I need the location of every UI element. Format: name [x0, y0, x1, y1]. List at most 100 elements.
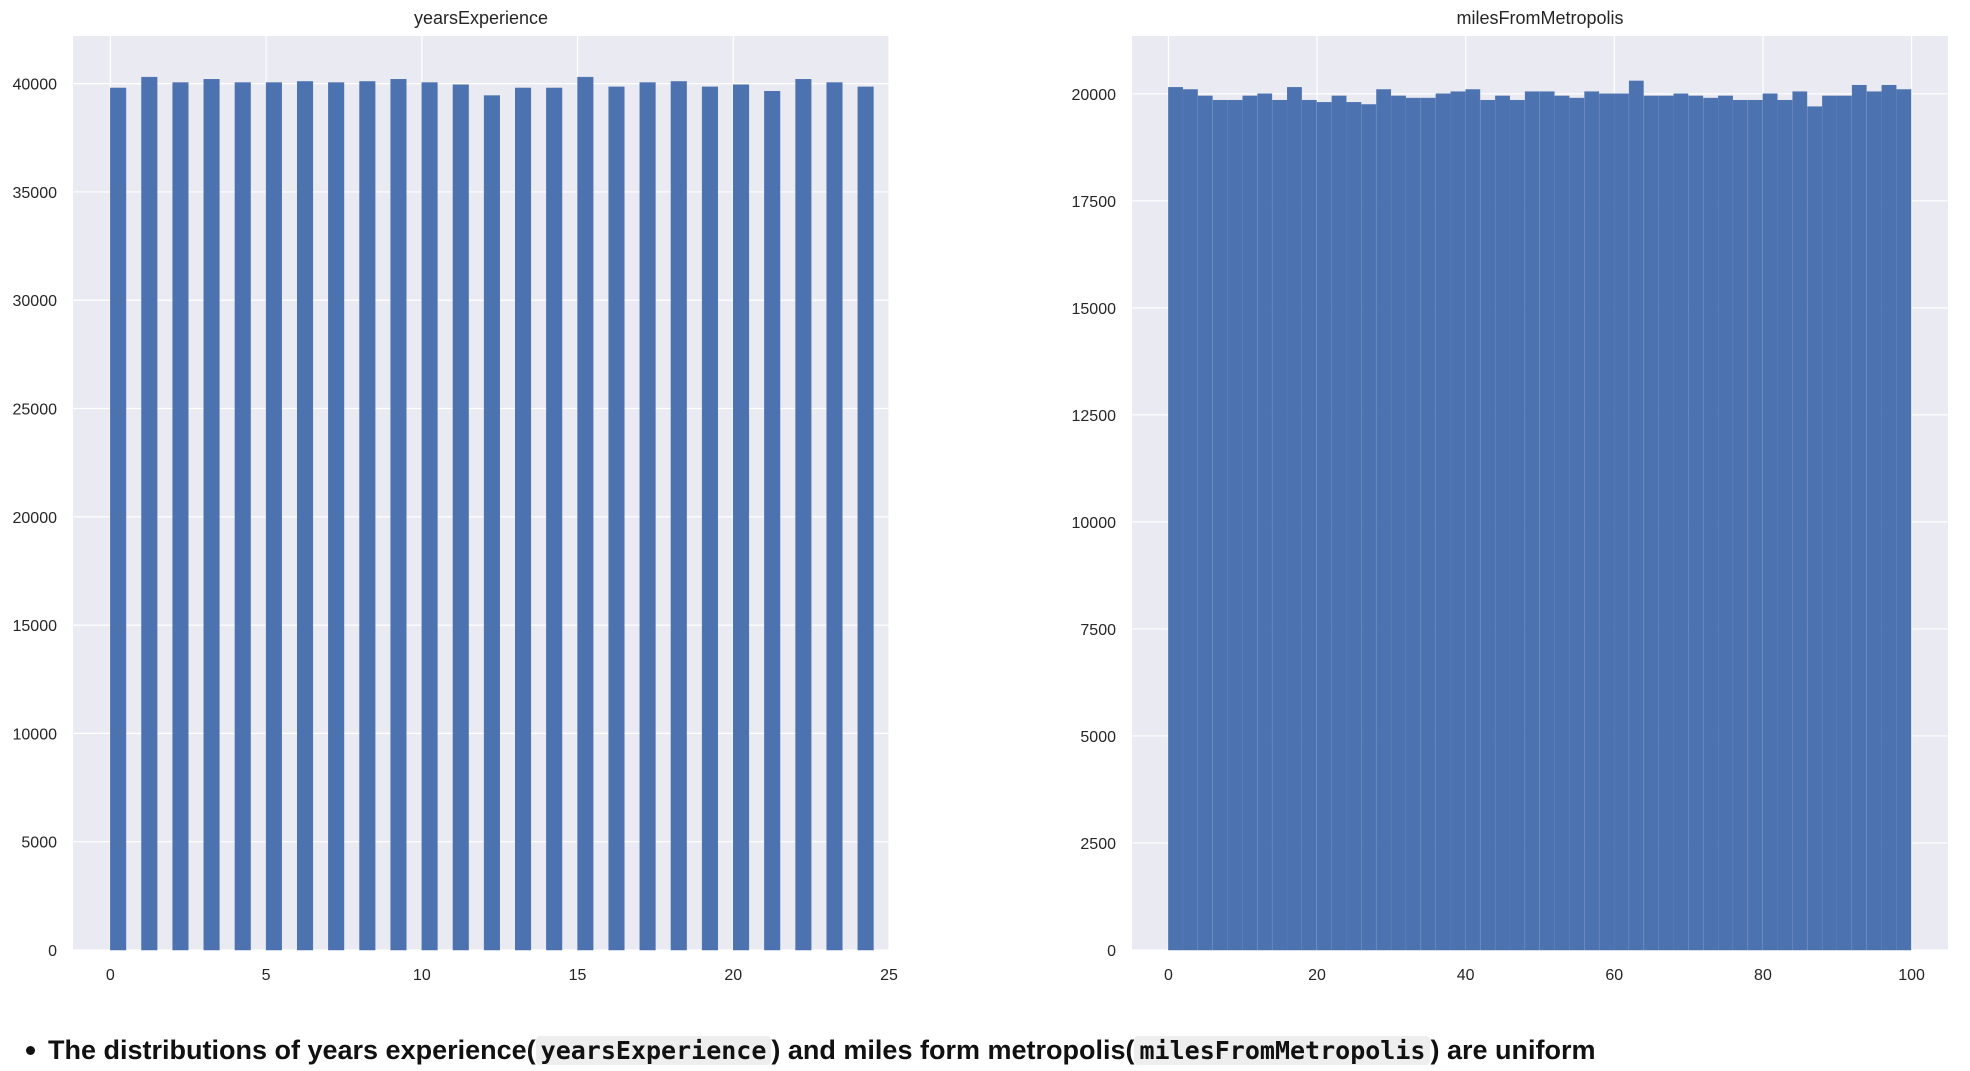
histogram-bar: [1242, 95, 1258, 951]
histogram-bar: [1197, 95, 1213, 951]
years-experience-histogram: 0 5000 10000 15000 20000 25000 30000 35000 40000…: [13, 8, 899, 984]
y-tick-label: 35000: [13, 185, 58, 202]
x-tick-label: 0: [106, 967, 115, 984]
x-tick-label: 5: [262, 967, 271, 984]
histogram-bar: [1673, 93, 1689, 951]
note-text-3: ) are uniform: [1430, 1035, 1596, 1065]
histogram-bar: [608, 86, 625, 951]
y-tick-label: 5000: [1080, 729, 1116, 746]
y-tick-label: 25000: [13, 402, 58, 419]
miles-from-metropolis-code: milesFromMetropolis: [1134, 1036, 1431, 1065]
histogram-bar: [234, 82, 251, 951]
histogram-bar: [577, 76, 594, 951]
x-tick-label: 25: [880, 967, 898, 984]
x-tick-label: 10: [413, 967, 431, 984]
note-text-2: ) and miles form metropolis(: [771, 1035, 1135, 1065]
histogram-bar: [1539, 91, 1555, 951]
years-experience-code: yearsExperience: [535, 1036, 772, 1065]
histogram-bar: [1391, 95, 1406, 951]
histogram-bar: [1450, 91, 1466, 951]
notes-list: The distributions of years experience(ye…: [18, 1030, 1596, 1071]
histogram-bar: [421, 82, 438, 951]
y-tick-label: 20000: [13, 510, 58, 527]
histogram-figure: 0500010000150002000025000300003500040000…: [13, 8, 1948, 984]
histogram-bar: [141, 76, 158, 951]
histogram-bar: [296, 81, 314, 951]
histogram-bar: [1599, 93, 1614, 951]
histogram-bar: [1643, 95, 1659, 951]
histogram-bar: [203, 79, 220, 951]
histogram-bar: [172, 82, 189, 951]
histogram-bar: [1881, 84, 1897, 951]
miles-from-metropolis-histogram: 0 2500 5000 7500 10000 12500 15000 17500 20000 0 2…: [1072, 8, 1948, 984]
histogram-bar: [1405, 97, 1421, 951]
histogram-bar: [1688, 95, 1704, 951]
histogram-bar: [1495, 95, 1510, 951]
y-tick-label: 2500: [1080, 836, 1116, 853]
histogram-bar: [1524, 91, 1540, 951]
histogram-bar: [1465, 89, 1481, 951]
chart-title: yearsExperience: [414, 8, 548, 28]
histogram-bar: [328, 82, 345, 951]
histogram-bar: [1658, 95, 1674, 951]
histogram-bar: [1866, 91, 1882, 951]
y-tick-label: 17500: [1072, 194, 1117, 211]
x-tick-label: 20: [1308, 967, 1326, 984]
histogram-bar: [1272, 99, 1287, 951]
histogram-bar: [265, 82, 282, 951]
histogram-bar: [1851, 84, 1867, 951]
histogram-bar: [1287, 87, 1302, 951]
x-tick-label: 40: [1457, 967, 1475, 984]
histogram-bar: [670, 81, 687, 951]
histogram-bar: [1732, 99, 1748, 951]
histogram-bar: [110, 87, 127, 951]
histogram-bar: [1435, 93, 1451, 951]
y-tick-label: 15000: [13, 618, 58, 635]
y-tick-label: 0: [1107, 943, 1116, 960]
histogram-bar: [1822, 95, 1837, 951]
histogram-bar: [1227, 99, 1243, 951]
histogram-bar: [1316, 102, 1332, 951]
histogram-bar: [1762, 93, 1778, 951]
histogram-bar: [452, 84, 469, 951]
x-tick-label: 80: [1754, 967, 1772, 984]
histogram-bar: [1376, 89, 1392, 951]
histogram-bar: [1331, 95, 1347, 951]
histogram-bar: [1896, 89, 1912, 951]
histogram-bar: [1569, 97, 1585, 951]
histogram-bar: [1807, 106, 1823, 951]
histogram-bar: [1480, 99, 1496, 951]
histogram-bar: [1837, 95, 1852, 951]
histogram-bar: [1257, 93, 1273, 951]
histogram-bar: [1703, 97, 1719, 951]
histogram-bar: [1584, 91, 1600, 951]
histogram-bar: [546, 87, 563, 951]
histogram-bar: [857, 86, 874, 951]
histogram-bar: [390, 79, 407, 951]
histogram-bar: [639, 82, 656, 951]
y-tick-label: 7500: [1080, 622, 1116, 639]
x-tick-label: 0: [1164, 967, 1173, 984]
x-tick-label: 100: [1898, 967, 1925, 984]
histogram-bar: [1777, 99, 1793, 951]
histogram-bar: [701, 86, 718, 951]
x-tick-label: 60: [1605, 967, 1623, 984]
y-tick-label: 10000: [13, 726, 58, 743]
histogram-bar: [1212, 99, 1228, 951]
y-tick-label: 0: [48, 943, 57, 960]
histogram-bar: [1420, 97, 1436, 951]
y-tick-label: 15000: [1072, 301, 1117, 318]
y-tick-label: 30000: [13, 293, 58, 310]
histogram-bar: [795, 79, 812, 951]
histogram-bar: [826, 82, 843, 951]
histogram-bar: [1554, 95, 1570, 951]
histogram-bar: [1747, 99, 1763, 951]
y-tick-label: 20000: [1072, 87, 1117, 104]
chart-title: milesFromMetropolis: [1456, 8, 1623, 28]
histogram-bar: [1168, 87, 1183, 951]
x-tick-label: 15: [569, 967, 587, 984]
histogram-bar: [1361, 104, 1377, 951]
histogram-bar: [1628, 80, 1644, 951]
histogram-bar: [1510, 99, 1525, 951]
y-tick-label: 40000: [13, 77, 58, 94]
